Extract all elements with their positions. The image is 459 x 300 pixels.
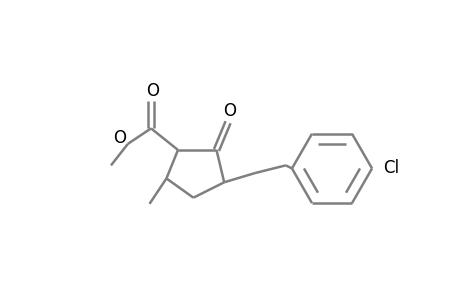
- Text: Cl: Cl: [383, 159, 399, 177]
- Text: O: O: [113, 129, 126, 147]
- Text: O: O: [146, 82, 159, 100]
- Text: O: O: [223, 103, 235, 121]
